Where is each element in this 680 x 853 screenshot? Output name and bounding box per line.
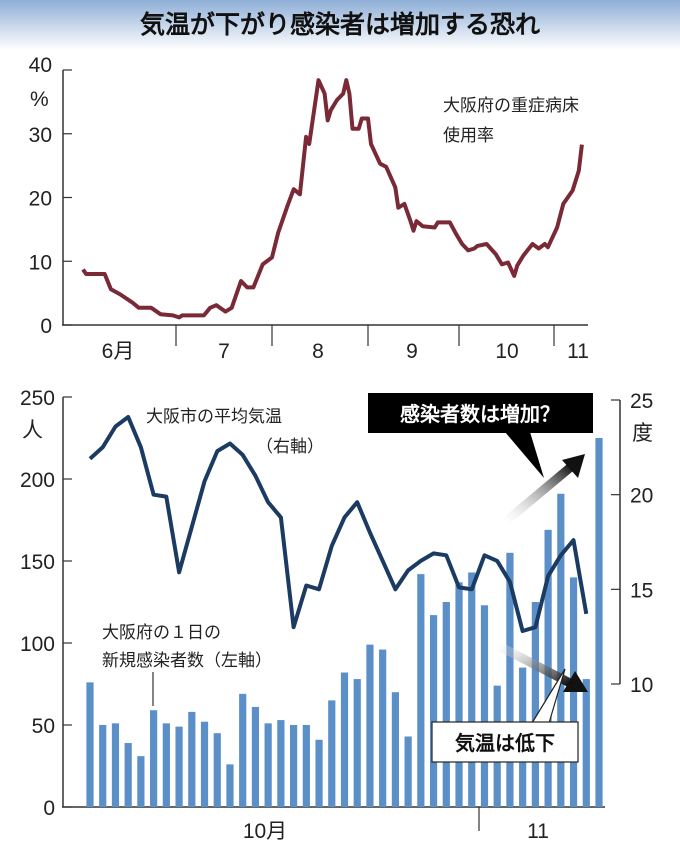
left-y-unit: 人 bbox=[22, 419, 43, 442]
case-bar bbox=[557, 493, 565, 807]
case-bar bbox=[353, 679, 361, 807]
decrease-arrow bbox=[494, 641, 588, 692]
bottom-x-tick-label: 10月 bbox=[243, 820, 287, 843]
bed-series-label-1: 大阪府の重症病床 bbox=[443, 96, 579, 116]
top-y-tick-label: 20 bbox=[29, 188, 52, 211]
case-bar bbox=[391, 692, 399, 807]
increase-callout-tail bbox=[505, 432, 544, 478]
top-y-unit: % bbox=[30, 88, 49, 111]
case-bar bbox=[277, 720, 285, 807]
case-bar bbox=[290, 725, 298, 807]
right-y-tick-label: 10 bbox=[630, 674, 653, 697]
case-bar bbox=[595, 438, 603, 807]
left-y-tick-label: 50 bbox=[32, 715, 55, 738]
bed-usage-chart: 0 10 20 30 40 6月 7 8 9 10 11 % 大阪府の重症病床 使用率 bbox=[29, 54, 589, 363]
case-bar bbox=[86, 682, 94, 807]
case-bar bbox=[480, 605, 489, 807]
left-y-tick-label: 100 bbox=[20, 633, 55, 656]
increase-callout-text: 感染者数は増加？ bbox=[400, 402, 560, 426]
top-y-tick-label: 40 bbox=[29, 54, 52, 77]
case-bar bbox=[99, 725, 107, 807]
case-bar bbox=[226, 764, 234, 807]
top-y-tick-label: 0 bbox=[40, 315, 52, 338]
case-bar bbox=[188, 711, 196, 807]
top-x-tick-label: 8 bbox=[312, 340, 324, 363]
case-bar bbox=[315, 739, 323, 807]
left-y-tick-label: 250 bbox=[20, 387, 55, 410]
top-x-tick-label: 7 bbox=[218, 340, 230, 363]
bottom-x-tick-label: 11 bbox=[527, 820, 549, 843]
case-bar bbox=[442, 602, 450, 807]
right-y-tick-label: 20 bbox=[630, 485, 653, 508]
bed-usage-line bbox=[81, 78, 584, 320]
decrease-callout-box bbox=[431, 721, 579, 763]
right-y-tick-label: 15 bbox=[630, 579, 653, 602]
case-bar bbox=[264, 723, 272, 807]
case-bar bbox=[379, 649, 387, 807]
temp-series-label-2: （右軸） bbox=[256, 437, 324, 457]
temp-series-label-1: 大阪市の平均気温 bbox=[146, 407, 282, 427]
case-bar bbox=[150, 710, 158, 807]
case-bar bbox=[302, 725, 310, 807]
temperature-line bbox=[88, 415, 589, 633]
top-y-tick-label: 10 bbox=[29, 251, 52, 274]
increase-callout-box bbox=[368, 393, 593, 433]
case-bar bbox=[200, 721, 209, 807]
case-bar bbox=[239, 693, 247, 807]
top-x-tick-label: 9 bbox=[406, 340, 418, 363]
case-bar bbox=[175, 726, 183, 807]
case-bar bbox=[340, 672, 349, 807]
case-bar bbox=[328, 700, 336, 807]
right-y-tick-label: 25 bbox=[630, 390, 653, 413]
chart-title: 気温が下がり感染者は増加する恐れ bbox=[140, 10, 540, 39]
bed-series-label-2: 使用率 bbox=[443, 125, 494, 146]
title-background bbox=[0, 0, 680, 50]
case-bar bbox=[213, 733, 221, 807]
case-bar bbox=[506, 552, 514, 807]
cases-series-label-1: 大阪府の１日の bbox=[102, 623, 221, 643]
case-bar bbox=[429, 615, 438, 807]
right-y-unit: 度 bbox=[632, 422, 653, 445]
decrease-callout-text: 気温は低下 bbox=[455, 731, 555, 755]
increase-arrow bbox=[502, 454, 585, 526]
case-bar bbox=[111, 723, 120, 807]
case-bar bbox=[162, 723, 170, 807]
top-y-tick-label: 30 bbox=[29, 124, 52, 147]
case-bar bbox=[569, 577, 578, 807]
left-y-tick-label: 200 bbox=[20, 469, 55, 492]
cases-temperature-chart: 0 50 100 150 200 250 10 15 20 25 10月 11 人 度 大阪市の平均気… bbox=[20, 387, 653, 843]
case-bar bbox=[404, 736, 412, 807]
case-bar bbox=[251, 706, 260, 807]
case-bar bbox=[468, 572, 476, 807]
left-y-tick-label: 150 bbox=[20, 551, 55, 574]
top-x-tick-label: 10 bbox=[495, 340, 518, 363]
case-bar bbox=[582, 679, 590, 807]
top-x-tick-label: 6月 bbox=[102, 340, 135, 363]
decrease-callout-tail bbox=[531, 668, 566, 724]
case-bar bbox=[417, 574, 425, 807]
case-bar bbox=[137, 756, 145, 807]
cases-series-label-2: 新規感染者数（左軸） bbox=[102, 651, 272, 671]
left-y-tick-label: 0 bbox=[43, 797, 55, 820]
case-bar bbox=[124, 743, 132, 807]
top-x-tick-label: 11 bbox=[567, 340, 589, 363]
case-bar bbox=[531, 602, 539, 807]
case-bar bbox=[366, 644, 374, 807]
case-bar bbox=[455, 582, 463, 807]
